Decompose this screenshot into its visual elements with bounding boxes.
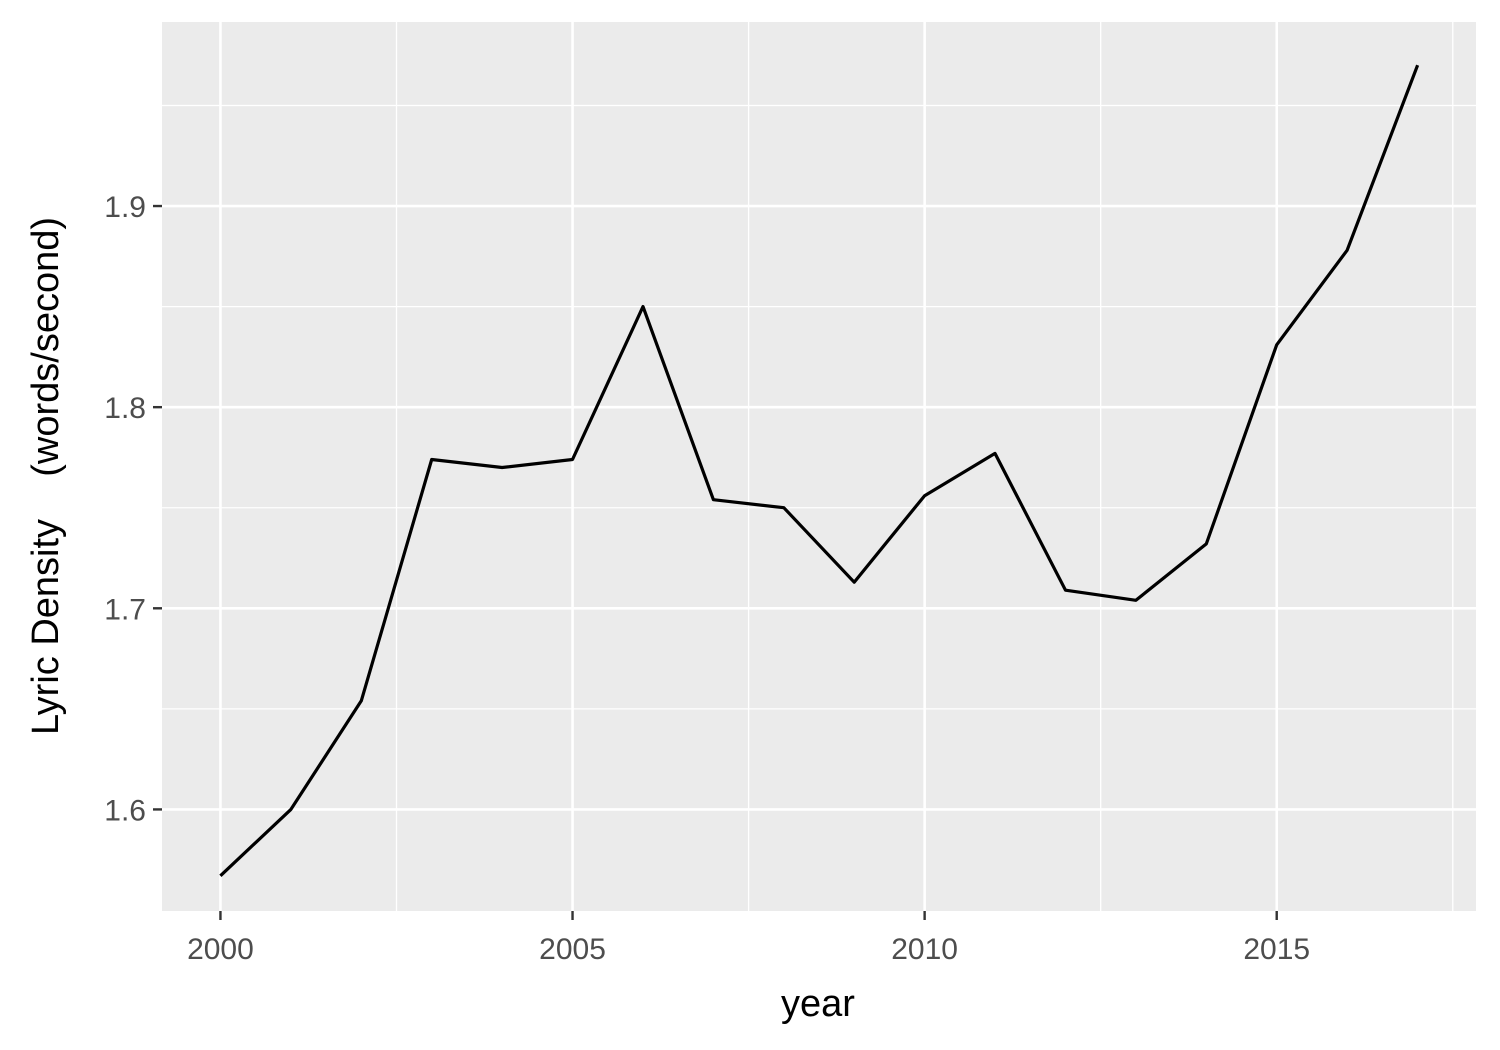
plot-panel	[162, 22, 1476, 911]
series-line	[219, 64, 1420, 877]
x-tick-label: 2010	[891, 933, 958, 966]
y-tick-label: 1.7	[104, 593, 146, 626]
y-tick-label: 1.8	[104, 392, 146, 425]
minor-gridlines	[162, 22, 1476, 911]
major-gridlines	[162, 22, 1476, 911]
axis-ticks	[153, 204, 1278, 920]
y-axis-title: Lyric Density (words/second)	[25, 217, 67, 735]
x-axis-title: year	[781, 983, 855, 1025]
x-tick-label: 2015	[1243, 933, 1310, 966]
x-tick-label: 2000	[187, 933, 254, 966]
y-tick-label: 1.9	[104, 191, 146, 224]
y-tick-label: 1.6	[104, 794, 146, 827]
tick-labels: 2000 2005 2010 2015 1.6 1.7 1.8 1.9	[104, 191, 1310, 966]
x-tick-label: 2005	[539, 933, 606, 966]
